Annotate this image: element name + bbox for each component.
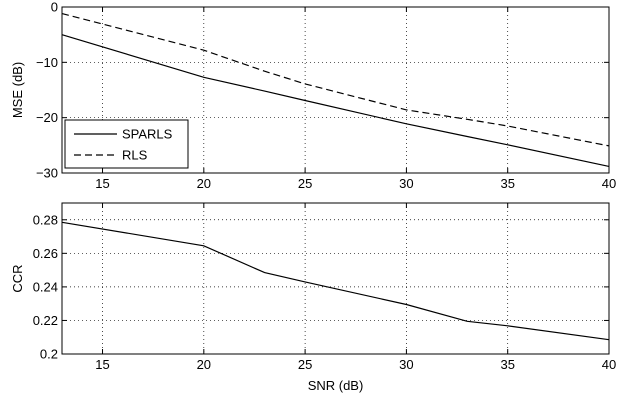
panel-1: 15 20 25 30 35 40 0 −10 −20 −30 MSE (dB) SPARLS RLS <box>10 0 616 191</box>
axes-box <box>61 202 610 355</box>
x-tick-label: 25 <box>298 176 312 191</box>
y-tick-label: 0.22 <box>33 313 58 328</box>
x-tick-label: 40 <box>602 357 616 372</box>
axes-box <box>61 6 610 174</box>
panel-2: 15 20 25 30 35 40 0.2 0.22 0.24 0.26 0.28 CCR SNR (d… <box>10 202 616 393</box>
x-axis-label: SNR (dB) <box>308 378 364 393</box>
y-axis-label: MSE (dB) <box>10 62 25 118</box>
y-tick-label: 0.2 <box>40 347 58 362</box>
y-tick-label: −20 <box>36 110 58 125</box>
y-axis-label: CCR <box>10 264 25 292</box>
legend-label-sparls: SPARLS <box>122 127 173 142</box>
x-tick-label: 30 <box>399 357 413 372</box>
legend-label-rls: RLS <box>122 148 148 163</box>
y-tick-label: 0.24 <box>33 279 58 294</box>
legend: SPARLS RLS <box>64 119 189 169</box>
y-tick-label: −10 <box>36 55 58 70</box>
series-line-sparls <box>61 34 610 167</box>
series-line-rls <box>61 13 610 147</box>
x-tick-label: 35 <box>500 176 514 191</box>
y-tick-label: 0.28 <box>33 212 58 227</box>
series-line-series-1 <box>61 221 610 341</box>
x-tick-label: 20 <box>197 176 211 191</box>
x-tick-label: 15 <box>95 357 109 372</box>
legend-box <box>64 119 189 169</box>
x-tick-label: 35 <box>500 357 514 372</box>
x-tick-label: 40 <box>602 176 616 191</box>
x-tick-label: 20 <box>197 357 211 372</box>
y-tick-label: −30 <box>36 166 58 181</box>
x-tick-label: 25 <box>298 357 312 372</box>
y-tick-label: 0.26 <box>33 246 58 261</box>
y-tick-label: 0 <box>51 0 58 15</box>
x-tick-label: 30 <box>399 176 413 191</box>
x-tick-label: 15 <box>95 176 109 191</box>
